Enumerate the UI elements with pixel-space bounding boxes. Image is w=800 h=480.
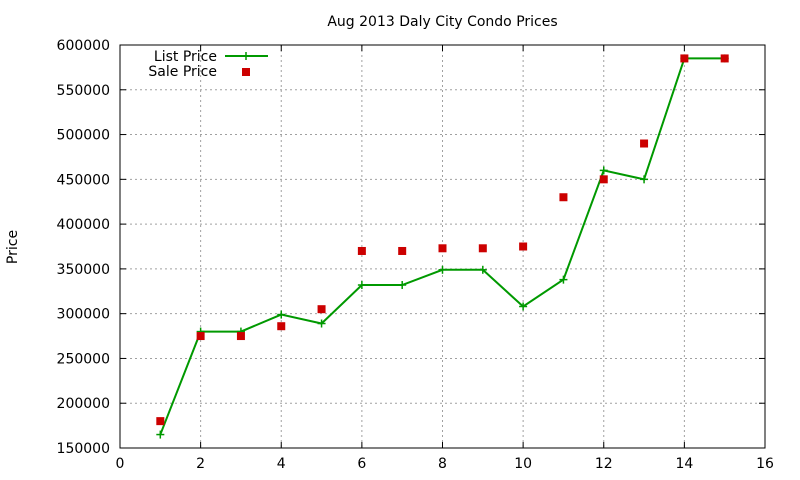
list-price-point bbox=[519, 302, 528, 311]
list-price-point bbox=[156, 430, 165, 439]
y-tick-label: 500000 bbox=[57, 128, 110, 144]
y-tick-label: 350000 bbox=[57, 262, 110, 278]
legend-marker-sale-price bbox=[242, 68, 250, 76]
y-axis-label: Price bbox=[5, 230, 21, 264]
list-price-point bbox=[317, 319, 326, 328]
sale-price-point bbox=[317, 305, 326, 314]
y-tick-label: 600000 bbox=[57, 38, 110, 54]
sale-price-point bbox=[438, 244, 447, 253]
series-layer bbox=[156, 54, 729, 439]
legend: List Price Sale Price bbox=[148, 49, 268, 80]
sale-price-point bbox=[156, 417, 165, 426]
y-tick-label: 300000 bbox=[57, 307, 110, 323]
chart-title: Aug 2013 Daly City Condo Prices bbox=[327, 14, 557, 30]
sale-price-point bbox=[357, 246, 366, 255]
x-tick-label: 12 bbox=[595, 456, 613, 472]
legend-label-sale-price: Sale Price bbox=[148, 64, 217, 80]
sale-price-point bbox=[236, 332, 245, 341]
y-tick-label: 550000 bbox=[57, 83, 110, 99]
sale-price-point bbox=[277, 322, 286, 331]
sale-price-point bbox=[640, 139, 649, 148]
y-tick-label: 450000 bbox=[57, 172, 110, 188]
x-tick-label: 6 bbox=[357, 456, 366, 472]
y-tick-label: 400000 bbox=[57, 217, 110, 233]
list-price-point bbox=[357, 281, 366, 290]
list-price-point bbox=[277, 310, 286, 319]
x-tick-label: 14 bbox=[675, 456, 693, 472]
sale-price-point bbox=[196, 332, 205, 341]
sale-price-point bbox=[398, 246, 407, 255]
x-tick-label: 2 bbox=[196, 456, 205, 472]
x-tick-label: 16 bbox=[756, 456, 774, 472]
sale-price-point bbox=[478, 244, 487, 253]
list-price-point bbox=[559, 275, 568, 284]
sale-price-point bbox=[559, 193, 568, 202]
y-tick-label: 200000 bbox=[57, 396, 110, 412]
legend-marker-list-price bbox=[242, 52, 250, 60]
list-price-point bbox=[438, 265, 447, 274]
x-tick-label: 4 bbox=[277, 456, 286, 472]
sale-price-point bbox=[519, 242, 528, 251]
x-tick-label: 0 bbox=[116, 456, 125, 472]
x-tick-label: 8 bbox=[438, 456, 447, 472]
list-price-point bbox=[478, 265, 487, 274]
sale-price-point bbox=[680, 54, 689, 63]
axis-ticks: 0 2 4 6 8 10 12 14 16 150000 200000 250000 300000 350… bbox=[57, 38, 774, 472]
list-price-point bbox=[599, 166, 608, 175]
legend-label-list-price: List Price bbox=[154, 49, 217, 65]
y-tick-label: 150000 bbox=[57, 441, 110, 457]
sale-price-point bbox=[720, 54, 729, 63]
y-tick-label: 250000 bbox=[57, 351, 110, 367]
x-tick-label: 10 bbox=[514, 456, 532, 472]
list-price-point bbox=[640, 175, 649, 184]
sale-price-point bbox=[599, 175, 608, 184]
list-price-point bbox=[398, 281, 407, 290]
